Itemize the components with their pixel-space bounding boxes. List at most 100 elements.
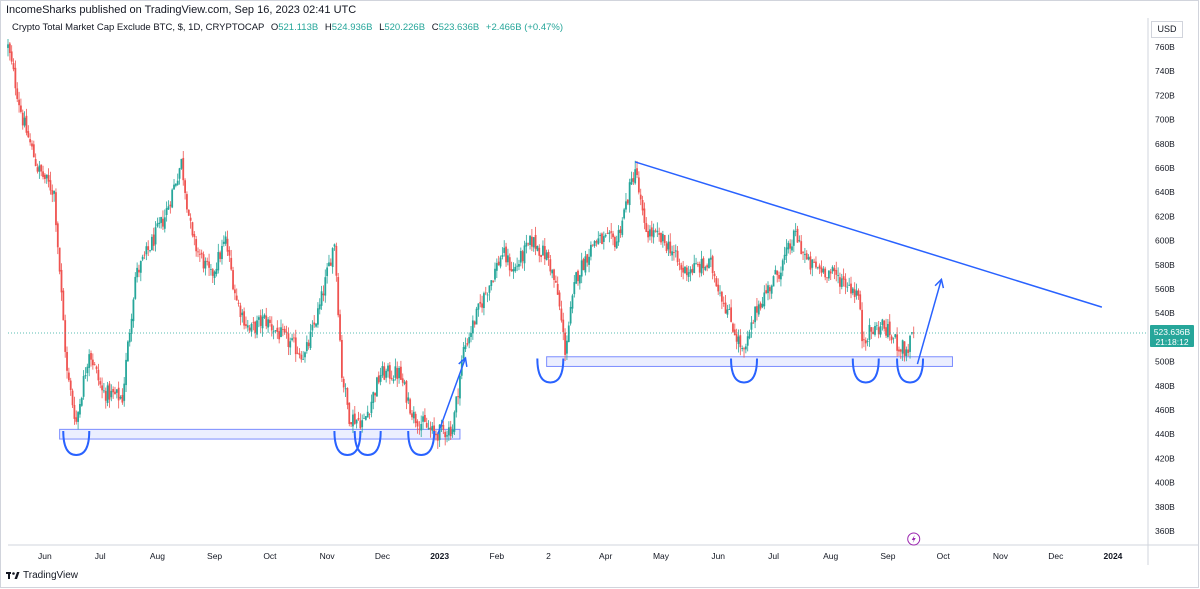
candle	[195, 236, 198, 257]
candle	[912, 326, 915, 339]
candle-body	[756, 306, 758, 313]
candle	[237, 299, 240, 307]
candle-body	[899, 349, 902, 352]
candle-body	[436, 433, 439, 441]
candle-body	[208, 261, 210, 268]
candle-body	[47, 175, 50, 182]
currency-button[interactable]: USD	[1151, 21, 1183, 38]
candle-body	[438, 424, 441, 441]
y-tick-label: 620B	[1155, 211, 1175, 221]
candle-body	[874, 325, 876, 335]
candle-body	[350, 422, 353, 425]
candle-body	[191, 222, 194, 236]
candle	[910, 332, 913, 335]
candle	[101, 377, 103, 399]
candle-body	[446, 435, 448, 437]
candle-body	[514, 266, 517, 272]
candle	[178, 167, 181, 185]
candle-body	[117, 387, 120, 401]
candle-body	[739, 335, 742, 348]
candle-body	[490, 280, 493, 286]
candle-body	[272, 331, 275, 333]
candle-body	[274, 330, 277, 331]
candle	[357, 411, 360, 421]
candle-body	[780, 272, 782, 280]
candle-body	[152, 234, 155, 246]
candle	[355, 419, 358, 429]
candle	[898, 346, 900, 357]
candle	[490, 280, 493, 291]
candle	[150, 234, 153, 251]
candle-body	[132, 299, 135, 322]
candle-body	[32, 144, 35, 158]
candle	[363, 413, 365, 419]
candle	[584, 250, 587, 276]
change-value: +2.466B (+0.47%)	[485, 22, 563, 33]
candle-body	[720, 291, 723, 302]
candle-body	[584, 256, 587, 273]
candle	[713, 270, 716, 283]
candle	[176, 173, 179, 186]
candle	[31, 140, 33, 150]
candle	[593, 240, 596, 248]
candle	[60, 263, 63, 301]
candle-body	[398, 367, 400, 379]
candle-body	[693, 263, 696, 274]
candle	[250, 322, 253, 337]
candle	[580, 252, 583, 284]
candle-body	[457, 396, 459, 398]
candle	[857, 288, 860, 300]
candle-body	[241, 312, 244, 316]
candle	[376, 376, 378, 397]
candle-body	[455, 396, 458, 413]
candle	[377, 371, 380, 385]
candle	[409, 397, 412, 416]
candle	[67, 367, 70, 383]
candle	[125, 352, 127, 393]
candle-body	[846, 286, 849, 288]
candle-body	[176, 180, 179, 185]
candle-body	[364, 416, 367, 420]
candle-body	[831, 266, 834, 272]
candle	[40, 164, 43, 177]
symbol-legend[interactable]: Crypto Total Market Cap Exclude BTC, $, …	[12, 22, 563, 33]
arrow-shaft	[916, 279, 943, 365]
candle	[759, 301, 762, 311]
candle-body	[521, 251, 524, 262]
candle-body	[508, 257, 511, 271]
candle	[591, 244, 594, 247]
candle-body	[802, 252, 804, 253]
candle-body	[840, 278, 843, 287]
candle	[97, 363, 100, 386]
candle	[55, 188, 57, 232]
candle	[767, 281, 769, 301]
candle-body	[829, 271, 832, 274]
candle	[206, 257, 209, 266]
candle	[676, 246, 679, 266]
candle-body	[193, 234, 196, 238]
candle-body	[558, 292, 561, 307]
candle	[80, 396, 83, 407]
candle-body	[601, 233, 603, 245]
candle	[492, 280, 495, 283]
tradingview-footer[interactable]: TradingView	[6, 570, 78, 581]
candle-body	[776, 270, 779, 276]
candle	[84, 367, 87, 379]
candle-body	[309, 331, 312, 348]
candle-body	[717, 284, 720, 292]
candle-body	[887, 324, 889, 338]
candle	[737, 329, 740, 353]
candle-body	[619, 229, 622, 234]
y-tick-label: 380B	[1155, 502, 1175, 512]
candle-body	[798, 240, 801, 242]
candle	[542, 240, 544, 256]
candle	[905, 346, 908, 362]
candle-body	[778, 275, 780, 279]
candle-body	[381, 366, 384, 376]
y-tick-label: 460B	[1155, 405, 1175, 415]
candle	[270, 316, 273, 337]
bottom-arc	[851, 358, 880, 384]
candle-body	[390, 377, 393, 379]
candle-body	[564, 332, 566, 355]
